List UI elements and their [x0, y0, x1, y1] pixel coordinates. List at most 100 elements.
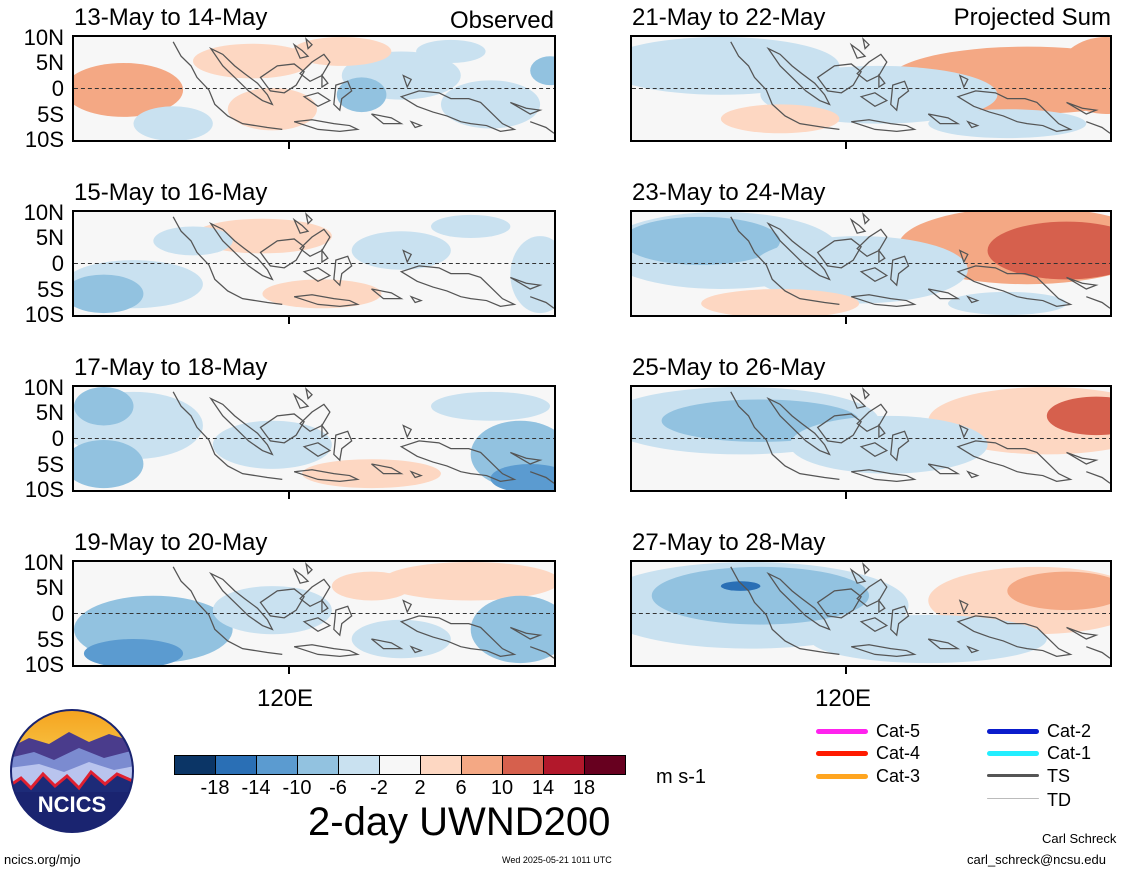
- coastline: [409, 645, 423, 654]
- colorbar-swatch: [297, 755, 339, 775]
- panel-title: 15-May to 16-May: [74, 179, 268, 206]
- legend-label: TD: [1047, 790, 1071, 810]
- panel-title: 27-May to 28-May: [632, 529, 826, 556]
- anomaly-contour: [720, 104, 840, 134]
- coastline: [172, 391, 283, 481]
- coastline: [956, 440, 1073, 482]
- lat-label: 0: [51, 76, 64, 101]
- anomaly-contour: [74, 387, 134, 426]
- colorbar-label: -2: [370, 777, 388, 799]
- legend-label: Cat-4: [876, 743, 921, 763]
- coastline: [730, 41, 840, 131]
- coastline: [529, 646, 554, 659]
- coastline: [402, 74, 413, 89]
- coastline: [816, 63, 862, 94]
- coastline: [1066, 276, 1099, 290]
- coastline: [956, 615, 1073, 657]
- colorbar-label: 6: [455, 777, 467, 799]
- coastline: [529, 296, 554, 309]
- anomaly-contour: [212, 586, 332, 635]
- coastline: [399, 615, 517, 657]
- anomaly-contour: [530, 56, 554, 86]
- lon-tick: [288, 142, 290, 149]
- map-svg: [74, 37, 554, 140]
- anomaly-contour: [133, 106, 213, 140]
- coastline: [299, 53, 331, 83]
- panel-title: 23-May to 24-May: [632, 179, 826, 206]
- ncics-logo: NCICS: [10, 709, 134, 833]
- lon-tick: [845, 667, 847, 674]
- legend-label: Cat-3: [876, 766, 921, 786]
- anomaly-contour: [651, 566, 870, 625]
- coastline: [333, 80, 353, 112]
- coastline: [321, 598, 329, 614]
- coastline: [1066, 451, 1099, 465]
- coastline: [730, 566, 840, 656]
- coastline: [1086, 471, 1110, 484]
- coastline: [293, 119, 360, 132]
- panel-title: 25-May to 26-May: [632, 354, 826, 381]
- coastline: [966, 120, 980, 129]
- coastline: [730, 391, 840, 481]
- footer-email: carl_schreck@ncsu.edu: [967, 852, 1106, 867]
- colorbar-label: -10: [282, 777, 312, 799]
- panel-title: 17-May to 18-May: [74, 354, 268, 381]
- colorbar-label: -6: [329, 777, 347, 799]
- lon-tick: [288, 317, 290, 324]
- colorbar-label: 18: [572, 777, 596, 799]
- lat-label: 0: [51, 426, 64, 451]
- coastline: [305, 212, 313, 225]
- coastline: [399, 90, 517, 132]
- coastline: [208, 46, 274, 106]
- coastline: [816, 238, 862, 269]
- colorbar-label: 2: [414, 777, 426, 799]
- coastline: [510, 626, 543, 640]
- map-observed-3: [72, 385, 556, 492]
- coastline: [878, 248, 886, 264]
- lat-label: 5S: [37, 627, 64, 652]
- coastline: [371, 463, 404, 475]
- panel-tag: Projected Sum: [953, 4, 1111, 31]
- anomaly-contour: [193, 43, 313, 79]
- coastline: [849, 42, 867, 59]
- coastline: [859, 267, 889, 283]
- coastline: [862, 212, 870, 225]
- coastline: [402, 599, 413, 614]
- map-svg: [74, 562, 554, 665]
- coastline: [878, 73, 886, 89]
- lon-tick: [845, 317, 847, 324]
- coastline: [1086, 121, 1110, 134]
- anomaly-contour: [302, 459, 441, 489]
- map-projected-2: [630, 210, 1112, 317]
- coastline: [927, 463, 961, 475]
- map-svg: [632, 37, 1110, 140]
- anomaly-contour: [790, 415, 988, 474]
- panel-tag: Observed: [449, 7, 554, 34]
- coastline: [849, 567, 867, 584]
- anomaly-contour: [750, 236, 968, 304]
- anomaly-contour: [153, 226, 233, 256]
- coastline: [890, 605, 910, 637]
- coastline: [321, 423, 329, 439]
- anomaly-contour: [212, 420, 332, 469]
- legend-label: Cat-1: [1047, 743, 1092, 763]
- coastline: [1086, 296, 1110, 309]
- coastline: [333, 605, 353, 637]
- coastline: [927, 638, 961, 650]
- coastline: [305, 37, 313, 50]
- coastline: [299, 578, 331, 608]
- anomaly-contour: [948, 291, 1067, 315]
- anomaly-contour: [440, 80, 541, 129]
- legend-line-cat-4: [816, 751, 868, 756]
- footer-author: Carl Schreck: [1042, 831, 1117, 846]
- coastline: [856, 53, 888, 83]
- coastline: [890, 430, 910, 462]
- anomaly-contour: [416, 39, 486, 63]
- coastline: [862, 387, 870, 400]
- coastline: [402, 424, 413, 439]
- coastline: [856, 403, 888, 433]
- anomaly-contour: [928, 109, 1087, 139]
- coastline: [529, 471, 554, 484]
- coastline: [1086, 646, 1110, 659]
- coastline: [305, 387, 313, 400]
